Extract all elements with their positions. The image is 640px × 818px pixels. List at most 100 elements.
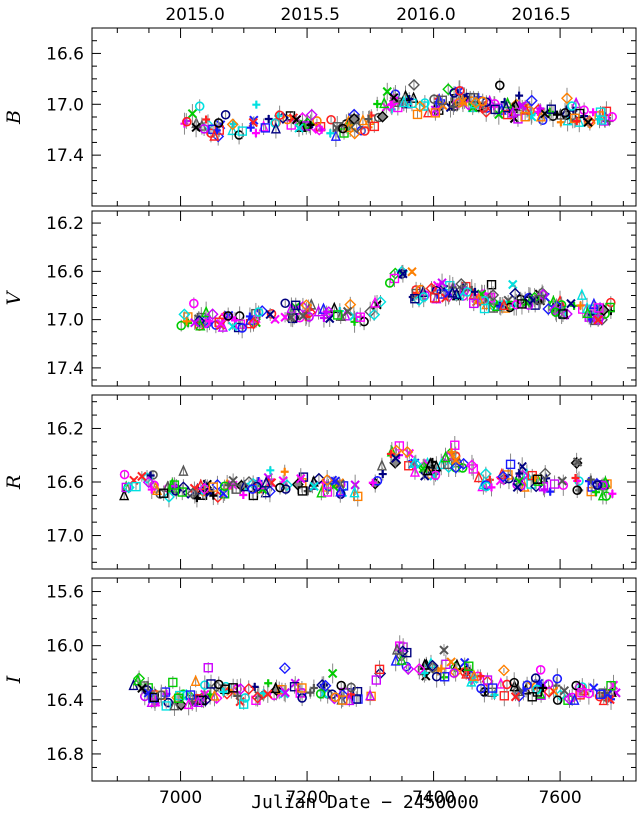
x-tick-label: 7400 xyxy=(412,788,455,808)
data-point xyxy=(209,129,220,141)
data-point xyxy=(119,469,130,480)
y-tick-label: 16.4 xyxy=(46,691,84,711)
data-point xyxy=(270,122,281,134)
data-point xyxy=(318,302,329,314)
data-point xyxy=(426,659,439,672)
data-point xyxy=(509,287,522,300)
data-point xyxy=(490,104,500,115)
year-tick-label: 2016.5 xyxy=(511,5,570,25)
data-point xyxy=(513,114,523,124)
data-point xyxy=(185,690,196,700)
panel-frame xyxy=(91,577,637,782)
data-point xyxy=(210,692,223,705)
data-point xyxy=(487,683,498,693)
data-point xyxy=(251,691,264,704)
x-tick-label: 7600 xyxy=(538,788,581,808)
data-point xyxy=(326,129,335,138)
data-point xyxy=(182,317,191,326)
y-tick-label: 16.8 xyxy=(46,745,84,765)
data-point xyxy=(192,494,201,503)
data-point xyxy=(177,487,187,497)
year-tick-label: 2015.0 xyxy=(165,5,224,25)
data-point xyxy=(143,688,154,698)
data-point xyxy=(586,475,595,484)
data-point xyxy=(183,697,194,710)
data-point xyxy=(552,673,563,684)
photometry-panels: 16.6 17.0 17.4 B 16.2 16.6 17.0 17.4 V 16.2 16.6 17… xyxy=(3,27,637,782)
data-point xyxy=(240,693,251,703)
data-point xyxy=(561,92,573,105)
data-point xyxy=(536,104,545,113)
data-point xyxy=(543,679,554,689)
data-point xyxy=(511,299,522,310)
data-point xyxy=(465,459,478,472)
data-point xyxy=(468,669,480,681)
data-point xyxy=(378,470,387,479)
data-point xyxy=(409,465,421,477)
data-point xyxy=(457,463,468,473)
y-tick-label: 16.2 xyxy=(46,214,84,234)
data-point xyxy=(510,99,521,111)
data-point xyxy=(515,91,524,100)
data-point xyxy=(119,488,130,501)
data-point xyxy=(593,315,603,325)
data-point xyxy=(482,675,493,685)
data-point xyxy=(457,457,470,470)
data-point xyxy=(178,464,189,476)
data-point xyxy=(169,698,180,711)
data-point xyxy=(198,482,211,495)
data-point xyxy=(425,457,436,469)
data-point xyxy=(517,100,527,111)
data-point xyxy=(560,108,570,118)
data-point xyxy=(369,121,380,132)
data-point xyxy=(239,479,250,492)
data-point xyxy=(422,463,433,476)
data-point xyxy=(535,665,546,675)
data-point xyxy=(202,115,211,124)
data-point xyxy=(510,692,521,702)
data-point xyxy=(418,285,429,297)
data-point xyxy=(567,101,577,111)
data-point xyxy=(402,662,415,675)
data-point xyxy=(595,115,604,124)
data-point xyxy=(596,689,606,699)
data-point xyxy=(566,298,576,309)
data-point xyxy=(209,491,218,500)
data-point xyxy=(498,298,510,311)
data-point xyxy=(597,488,608,501)
data-point xyxy=(476,672,485,681)
data-point xyxy=(386,449,395,458)
data-point xyxy=(303,487,312,496)
year-tick-label: 2015.5 xyxy=(280,5,339,25)
data-point xyxy=(315,689,326,699)
data-point xyxy=(294,123,304,133)
data-point xyxy=(219,687,228,696)
data-point xyxy=(177,481,190,494)
data-point xyxy=(572,485,583,495)
data-point xyxy=(148,693,158,703)
data-point xyxy=(437,278,447,288)
y-tick-label: 16.6 xyxy=(46,262,84,282)
data-point xyxy=(312,116,322,126)
band-label: V xyxy=(3,289,25,305)
data-point xyxy=(601,491,612,501)
band-label: I xyxy=(3,675,25,684)
data-point xyxy=(546,487,555,496)
data-point xyxy=(461,667,472,679)
data-points xyxy=(180,78,618,147)
data-point xyxy=(223,311,233,321)
data-point xyxy=(168,677,178,688)
data-point xyxy=(543,685,556,698)
data-point xyxy=(266,309,277,319)
data-point xyxy=(339,128,349,138)
data-point xyxy=(412,109,423,120)
band-label: R xyxy=(3,475,25,490)
data-point xyxy=(391,643,403,655)
data-point xyxy=(454,85,465,96)
data-point xyxy=(390,444,403,457)
data-point xyxy=(486,280,497,290)
data-point xyxy=(407,267,417,277)
data-point xyxy=(449,88,459,98)
data-point xyxy=(194,101,205,112)
data-point xyxy=(147,485,156,494)
